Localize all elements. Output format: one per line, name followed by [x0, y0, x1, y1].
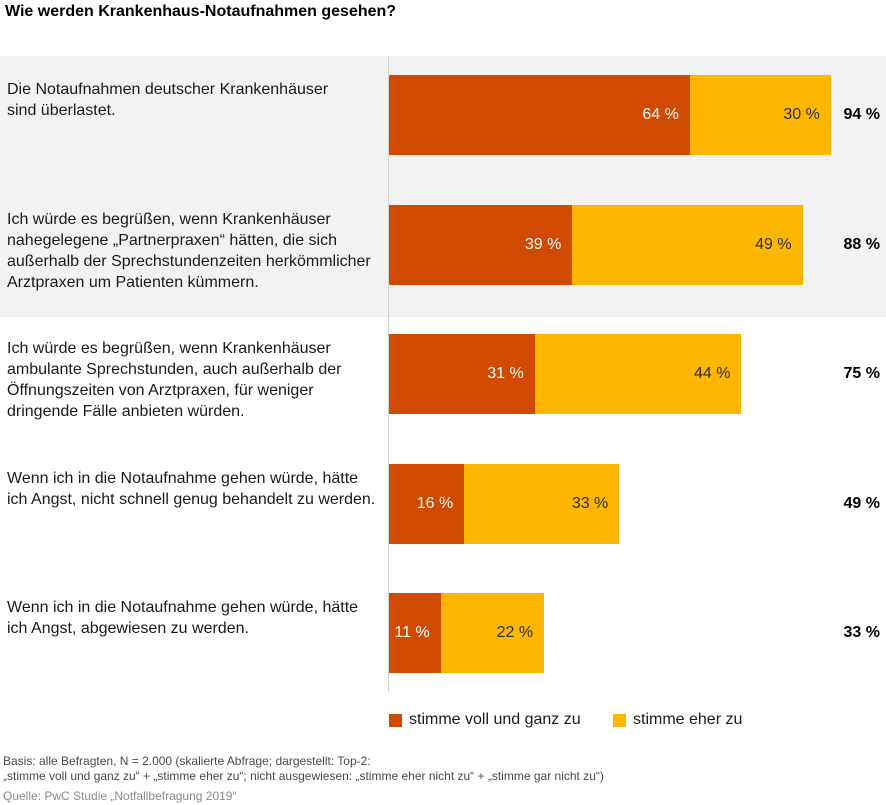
category-label: Die Notaufnahmen deutscher Krankenhäuser… — [7, 81, 329, 119]
bar-segment-strong-agree: 11 % — [389, 593, 441, 673]
data-label: 16 % — [417, 494, 453, 514]
data-label-unit: % — [434, 495, 454, 512]
legend-item-strong-agree: stimme voll und ganz zu — [389, 711, 581, 729]
data-label-unit: % — [505, 365, 524, 382]
legend-label: stimme eher zu — [633, 711, 743, 728]
total-label: 88 % — [844, 205, 880, 285]
bar-segment-strong-agree: 16 % — [389, 464, 465, 544]
total-value: 94 — [843, 106, 862, 123]
total-unit: % — [861, 365, 880, 382]
data-label-unit: % — [801, 106, 820, 123]
data-label: 22 % — [497, 623, 533, 643]
data-label-value: 11 — [394, 624, 412, 641]
bar-segment-agree: 22 % — [440, 593, 545, 673]
footnote-basis-line-2: „stimme voll und ganz zu“ + „stimme eher… — [3, 769, 604, 783]
data-label-value: 22 — [496, 624, 515, 641]
bar-segment-agree: 30 % — [689, 75, 831, 155]
data-label-value: 31 — [487, 365, 506, 382]
data-label-unit: % — [711, 365, 731, 382]
bar-segment-agree: 33 % — [464, 464, 620, 544]
total-label: 49 % — [844, 464, 880, 544]
total-unit: % — [861, 495, 880, 512]
data-label: 11 % — [394, 623, 429, 643]
data-label: 49 % — [755, 235, 791, 255]
bar-segment-strong-agree: 64 % — [389, 75, 690, 155]
total-value: 33 — [843, 624, 862, 641]
data-label-unit: % — [411, 624, 430, 641]
category-label: Wenn ich in die Notaufnahme gehen würde,… — [7, 470, 376, 508]
total-value: 75 — [843, 365, 862, 382]
data-label-unit: % — [542, 236, 562, 253]
total-label: 94 % — [844, 75, 880, 155]
legend-swatch-strong-agree — [389, 713, 402, 727]
data-label-value: 39 — [524, 236, 543, 253]
total-label: 75 % — [844, 334, 880, 414]
data-label: 39 % — [525, 235, 561, 255]
total-value: 49 — [843, 495, 862, 512]
data-label: 30 % — [783, 105, 819, 125]
data-label: 31 % — [487, 364, 523, 384]
category-label: Wenn ich in die Notaufnahme gehen würde,… — [7, 599, 359, 637]
bar-segment-strong-agree: 39 % — [389, 205, 573, 285]
data-label-value: 49 — [755, 236, 773, 253]
legend-label: stimme voll und ganz zu — [409, 711, 581, 728]
bar-segment-agree: 49 % — [572, 205, 803, 285]
bar-segment-agree: 44 % — [534, 334, 742, 414]
category-label: Ich würde es begrüßen, wenn Krankenhäuse… — [7, 340, 342, 420]
total-unit: % — [861, 106, 880, 123]
legend-swatch-agree — [613, 713, 626, 727]
chart-title: Wie werden Krankenhaus-Notaufnahmen gese… — [5, 3, 397, 20]
legend-item-agree: stimme eher zu — [613, 711, 742, 729]
data-label-unit: % — [660, 106, 679, 123]
data-label-unit: % — [589, 495, 609, 512]
data-label-value: 30 — [783, 106, 802, 123]
data-label: 64 % — [642, 105, 678, 125]
data-label-value: 33 — [571, 495, 590, 512]
axis-line — [388, 56, 389, 692]
total-value: 88 — [843, 236, 862, 253]
bar-segment-strong-agree: 31 % — [389, 334, 535, 414]
total-unit: % — [861, 236, 880, 253]
data-label-unit: % — [514, 624, 534, 641]
footnote-source: Quelle: PwC Studie „Notfallbefragung 201… — [3, 789, 237, 803]
data-label-value: 44 — [694, 365, 712, 382]
total-unit: % — [861, 624, 880, 641]
total-label: 33 % — [844, 593, 880, 673]
data-label: 33 % — [572, 494, 608, 514]
stacked-bar-chart: Die Notaufnahmen deutscher Krankenhäuser… — [7, 75, 880, 673]
footnote-basis-line-1: Basis: alle Befragten, N = 2.000 (skalie… — [3, 754, 371, 768]
data-label-unit: % — [772, 236, 792, 253]
data-label-value: 16 — [416, 495, 435, 512]
data-label-value: 64 — [642, 106, 661, 123]
category-label: Ich würde es begrüßen, wenn Krankenhäuse… — [7, 211, 371, 291]
data-label: 44 % — [694, 364, 730, 384]
